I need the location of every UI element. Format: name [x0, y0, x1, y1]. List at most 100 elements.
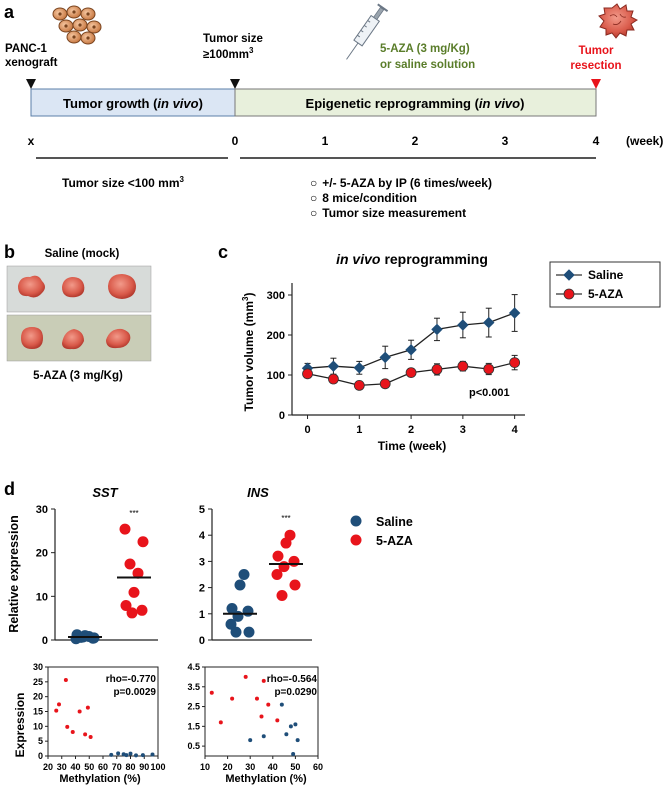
tumor-specimen [106, 328, 131, 349]
data-point [119, 523, 131, 535]
pre-period-note: Tumor size <100 mm3 [62, 175, 185, 190]
chart-title: INS [247, 485, 269, 500]
data-point [457, 319, 469, 331]
drug-line2: or saline solution [380, 59, 475, 71]
legend-aza-label: 5-AZA [588, 287, 624, 301]
panel-b-label: b [4, 242, 15, 262]
y-tick-label: 0.5 [187, 741, 200, 751]
data-point [509, 357, 521, 369]
data-point [254, 696, 259, 701]
data-point [248, 738, 253, 743]
legend-aza-marker [350, 534, 362, 546]
data-point [293, 722, 298, 727]
x-tick-label: 100 [150, 762, 165, 772]
data-point [266, 702, 271, 707]
data-point [88, 735, 93, 740]
data-point [275, 718, 280, 723]
y-axis-label: Tumor volume (mm3) [241, 293, 256, 412]
week-label: 3 [502, 134, 509, 148]
data-point [295, 738, 300, 743]
data-point [288, 555, 300, 567]
data-point [457, 360, 469, 372]
tumor-specimen [108, 274, 136, 299]
y-axis-label: Expression [13, 693, 27, 758]
legend-saline-label: Saline [376, 515, 413, 529]
data-point [126, 607, 138, 619]
data-point [238, 569, 250, 580]
tumor-specimen [62, 329, 84, 350]
tumor-growth-label: Tumor growth (in vivo) [63, 96, 203, 111]
data-point [150, 752, 155, 757]
drug-line1: 5-AZA (3 mg/Kg) [380, 43, 470, 55]
data-point [137, 536, 149, 548]
rho-annotation: rho=-0.564 [267, 674, 318, 685]
panel-a-label: a [4, 2, 15, 22]
y-tick-label: 0 [279, 410, 285, 422]
data-point [327, 360, 340, 372]
panel-d-legend: Saline 5-AZA [350, 515, 413, 548]
resection-line2: resection [570, 60, 621, 72]
bullet-item: ○ 8 mice/condition [310, 191, 417, 205]
tumor-specimen [21, 327, 43, 349]
data-point [353, 362, 366, 374]
data-point [116, 751, 121, 756]
cells-icon [52, 5, 102, 45]
y-tick-label: 300 [267, 290, 285, 302]
data-point [261, 678, 266, 683]
y-tick-label: 30 [33, 662, 43, 672]
data-point [284, 732, 289, 737]
x-tick-label: 1 [356, 424, 362, 436]
data-point [83, 732, 88, 737]
data-point [230, 696, 235, 701]
data-point [280, 537, 292, 549]
ins-expression-chart: INS *** 0 1 2 3 4 5 [199, 485, 312, 647]
y-tick-label: 0 [42, 635, 48, 647]
data-point [431, 323, 443, 336]
x-axis-label: Methylation (%) [225, 773, 307, 785]
data-point [132, 567, 144, 579]
x-axis-label: Methylation (%) [59, 773, 141, 785]
data-point [124, 753, 129, 758]
x-tick-label: 80 [125, 762, 135, 772]
tumor-specimen [18, 275, 45, 298]
week-label: 4 [593, 134, 600, 148]
significance-marker: *** [129, 509, 138, 518]
data-point [218, 720, 223, 725]
legend-aza-label: 5-AZA [376, 534, 413, 548]
y-tick-label: 15 [33, 707, 43, 717]
saline-photo-caption: Saline (mock) [45, 248, 120, 260]
chart-title: in vivo reprogramming [336, 251, 488, 267]
y-tick-label: 10 [36, 591, 48, 603]
data-point [85, 705, 90, 710]
plot-frame [204, 666, 319, 757]
start-arrow-icon [26, 79, 36, 89]
data-point [234, 579, 246, 591]
data-point [483, 363, 495, 375]
data-point [54, 708, 59, 713]
tumor-specimen [62, 277, 85, 298]
data-point [261, 734, 266, 739]
data-point [379, 351, 391, 364]
start-label-line1: PANC-1 [5, 43, 48, 55]
data-point [272, 550, 284, 562]
legend-saline-marker [350, 515, 362, 527]
y-tick-label: 2.5 [187, 702, 200, 712]
data-point [140, 753, 145, 758]
aza-tumor-photo [6, 314, 152, 362]
y-tick-label: 25 [33, 677, 43, 687]
start-label-line2: xenograft [5, 57, 58, 69]
data-point [508, 307, 521, 319]
data-point [279, 702, 284, 707]
x-tick-label: 30 [57, 762, 67, 772]
y-tick-label: 20 [36, 548, 48, 560]
y-tick-label: 3 [199, 556, 205, 568]
y-tick-label: 3.5 [187, 682, 200, 692]
reprogramming-label: Epigenetic reprogramming (in vivo) [306, 96, 525, 111]
data-point [57, 702, 61, 707]
y-tick-label: 100 [267, 370, 285, 382]
legend-saline-label: Saline [588, 268, 624, 282]
data-point [353, 379, 365, 391]
data-point [405, 367, 417, 379]
aza-photo-caption: 5-AZA (3 mg/Kg) [33, 370, 123, 382]
